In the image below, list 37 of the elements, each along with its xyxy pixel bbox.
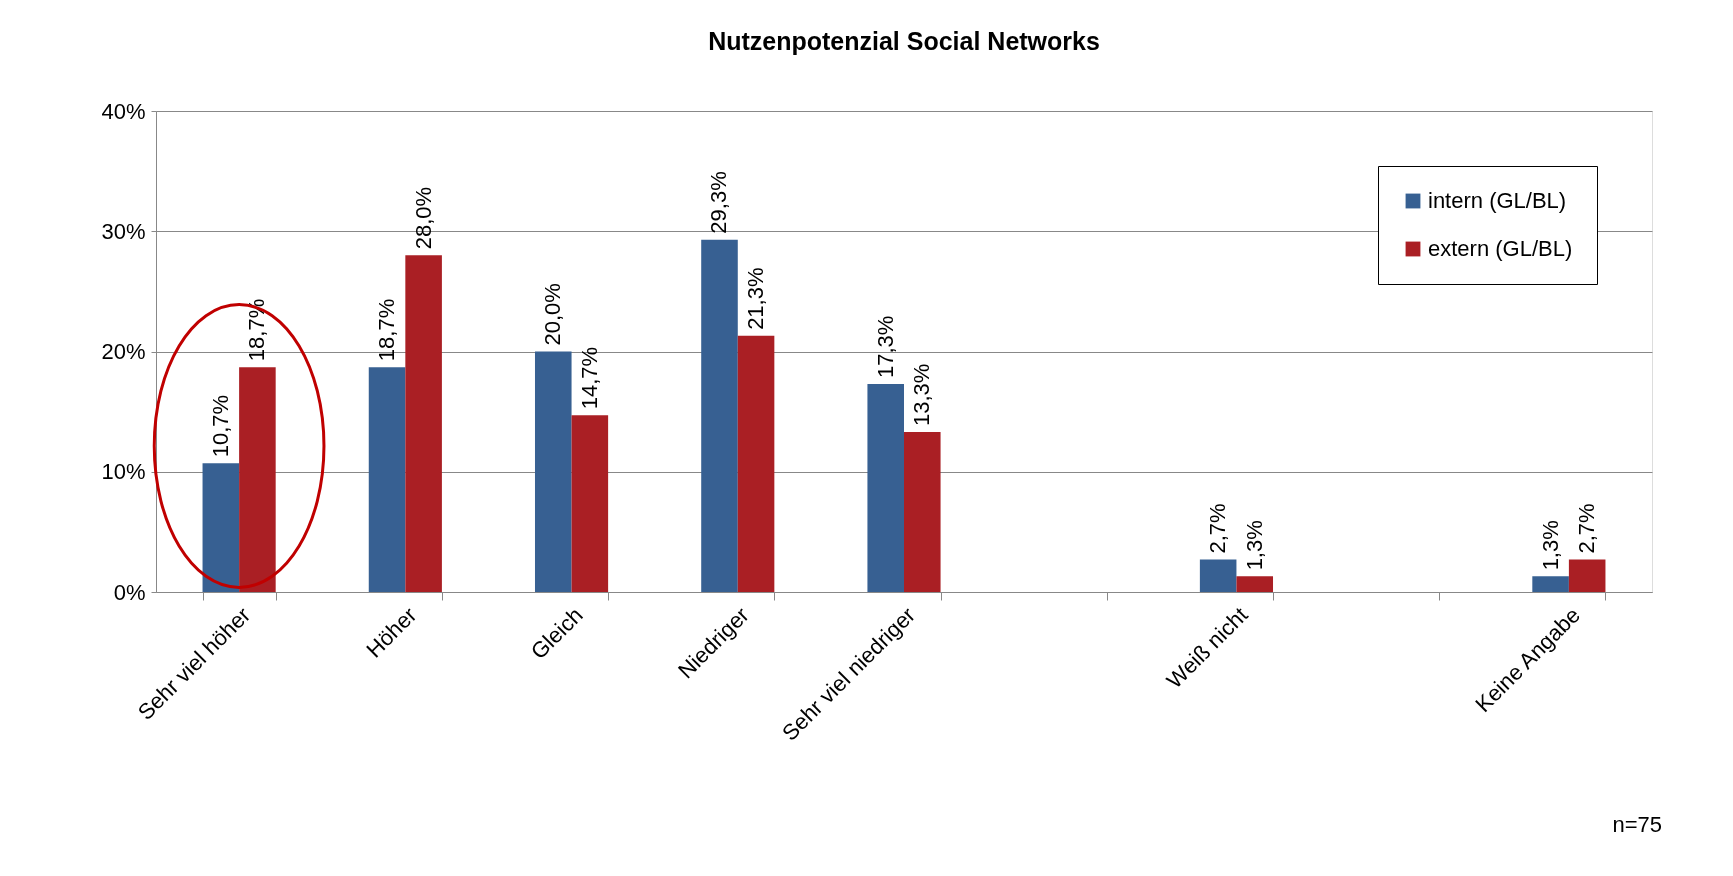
y-tick-label: 30%: [101, 218, 146, 244]
bar: [867, 383, 904, 592]
bar: [534, 351, 572, 592]
data-label: 18,7%: [244, 298, 270, 362]
data-label: 14,7%: [576, 346, 602, 410]
data-label: 2,7%: [1574, 503, 1600, 554]
y-tick-label: 10%: [101, 459, 146, 485]
bar: [1532, 576, 1569, 592]
bar: [202, 463, 240, 592]
y-tick-label: 40%: [101, 98, 146, 124]
data-label: 13,3%: [909, 363, 935, 427]
bar: [737, 335, 775, 592]
data-label: 21,3%: [743, 267, 769, 330]
y-tick-label: 0%: [113, 579, 146, 605]
data-label: 29,3%: [706, 171, 732, 234]
bar: [1568, 559, 1606, 592]
data-label: 1,3%: [1537, 520, 1563, 571]
data-label: 18,7%: [374, 298, 400, 362]
data-label: 1,3%: [1241, 520, 1267, 571]
legend-label: extern (GL/BL): [1428, 236, 1573, 261]
bar: [368, 367, 406, 592]
bar: [1236, 576, 1274, 592]
bar: [405, 255, 442, 592]
bar: [571, 415, 609, 592]
bar: [239, 367, 276, 592]
bar: [701, 239, 738, 592]
bar: [1199, 559, 1237, 592]
chart-title: Nutzenpotenzial Social Networks: [708, 27, 1100, 55]
data-label: 20,0%: [540, 283, 566, 346]
data-label: 28,0%: [410, 186, 436, 250]
text: n=75: [1612, 812, 1662, 837]
data-label: 2,7%: [1205, 503, 1231, 554]
data-label: 17,3%: [872, 315, 898, 378]
legend-label: intern (GL/BL): [1428, 188, 1567, 213]
data-label: 10,7%: [207, 394, 233, 458]
bar: [904, 432, 941, 592]
y-tick-label: 20%: [101, 339, 146, 364]
